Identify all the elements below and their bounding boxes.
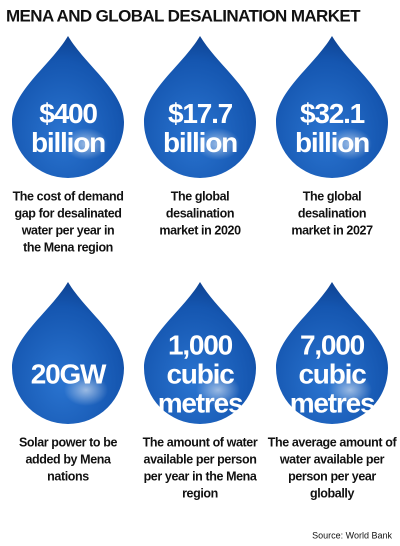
drop-value: cubic — [298, 358, 366, 389]
caption: market in 2027 — [291, 223, 373, 237]
caption: region — [182, 486, 218, 500]
caption: The cost of demand — [13, 189, 124, 203]
drop-shine — [196, 128, 240, 160]
drop-value: 20GW — [31, 358, 107, 389]
caption: The global — [171, 189, 230, 203]
caption: nations — [47, 469, 89, 483]
caption: available per person — [144, 452, 257, 466]
caption: desalination — [298, 206, 366, 220]
drop-value: billion — [295, 127, 369, 158]
drop-shine — [328, 128, 372, 160]
drop-value: 1,000 — [168, 329, 233, 360]
drop — [12, 282, 124, 424]
drop-value: $32.1 — [300, 98, 365, 129]
caption: The amount of water — [143, 435, 258, 449]
drop-value: 7,000 — [300, 329, 365, 360]
drop-value: billion — [163, 127, 237, 158]
caption: the Mena region — [23, 240, 113, 254]
caption: water per year in — [21, 223, 115, 237]
caption: person per year — [288, 469, 376, 483]
drop-shine — [64, 128, 108, 160]
drop-value: billion — [31, 127, 105, 158]
caption: Solar power to be — [19, 435, 118, 449]
drop-shine — [196, 374, 240, 406]
drop-shine — [64, 374, 108, 406]
title: MENA AND GLOBAL DESALINATION MARKET — [6, 6, 361, 25]
caption: The average amount of — [268, 435, 398, 449]
caption: water available per — [279, 452, 385, 466]
caption: globally — [310, 486, 354, 500]
source: Source: World Bank — [312, 530, 392, 540]
drop-value: $17.7 — [168, 98, 233, 129]
caption: market in 2020 — [159, 223, 241, 237]
caption: added by Mena — [25, 452, 112, 466]
drop-value: metres — [290, 387, 375, 418]
drop-item: 20GW — [12, 282, 124, 424]
drop-value: cubic — [166, 358, 234, 389]
drop-value: metres — [158, 387, 243, 418]
drop-shine — [328, 374, 372, 406]
caption: The global — [303, 189, 362, 203]
caption: gap for desalinated — [14, 206, 121, 220]
caption: desalination — [166, 206, 234, 220]
drop-value: $400 — [39, 98, 97, 129]
caption: per year in the Mena — [144, 469, 258, 483]
